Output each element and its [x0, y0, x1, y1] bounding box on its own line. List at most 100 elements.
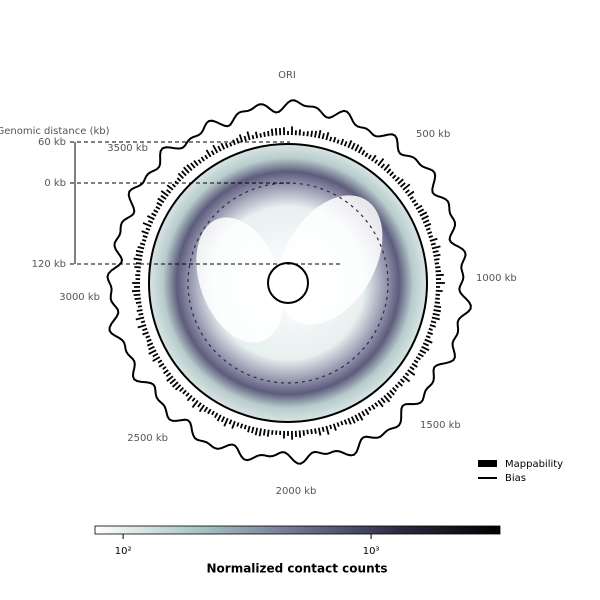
mappability-bar: [220, 416, 226, 423]
mappability-bar: [152, 352, 159, 358]
mappability-bar: [424, 338, 433, 344]
mappability-bar: [434, 305, 442, 309]
mappability-bar: [367, 154, 372, 160]
mappability-bar: [364, 408, 370, 416]
mappability-bar: [415, 356, 421, 361]
mappability-bar: [431, 245, 441, 250]
colorbar-ramp: [94, 525, 501, 535]
mappability-bar: [357, 412, 364, 421]
bias-track: [106, 99, 472, 465]
heatmap-lobe: [196, 217, 284, 343]
circle-label: 2500 kb: [127, 433, 168, 444]
mappability-bar: [239, 423, 244, 429]
mappability-bar: [427, 231, 433, 235]
mappability-bar: [174, 384, 182, 391]
mappability-bar: [223, 417, 229, 427]
mappability-bar: [404, 189, 410, 194]
mappability-bar: [399, 182, 406, 188]
mappability-bar: [191, 399, 199, 408]
mappability-bar: [422, 219, 430, 224]
mappability-bar: [235, 137, 240, 144]
mappability-bar: [198, 404, 205, 413]
mappability-bar: [133, 257, 142, 261]
mappability-bar: [424, 222, 432, 228]
mappability-bar: [207, 408, 212, 415]
mappability-bar: [343, 140, 348, 147]
mappability-bar: [134, 297, 141, 301]
mappability-bar: [251, 426, 255, 434]
mappability-bar: [433, 253, 441, 257]
mappability-bar: [404, 372, 410, 377]
mappability-bar: [259, 133, 262, 138]
mappability-bar: [156, 201, 163, 207]
mappability-bar: [135, 316, 145, 321]
mappability-bar: [332, 136, 337, 143]
mappability-bar: [135, 249, 144, 254]
mappability-bar: [142, 331, 149, 336]
mappability-bar: [357, 146, 363, 154]
mappability-bar: [151, 212, 157, 217]
mappability-bar: [263, 131, 266, 137]
mappability-bar: [347, 140, 353, 149]
mappability-bar: [428, 327, 433, 331]
mappability-bar: [427, 331, 434, 336]
mappability-bar: [137, 305, 142, 308]
mappability-bar: [138, 312, 144, 316]
mappability-bar: [430, 242, 436, 246]
mappability-bar: [374, 402, 379, 407]
mappability-bar: [182, 389, 187, 395]
mappability-bar: [178, 387, 184, 393]
mappability-bar: [343, 419, 348, 425]
mappability-bar: [210, 150, 215, 156]
mappability-bar: [181, 170, 187, 177]
mappability-bar: [137, 324, 147, 329]
mappability-bar: [434, 301, 441, 304]
mappability-bar: [137, 246, 145, 250]
mappability-bar: [141, 238, 147, 242]
mappability-bar: [354, 414, 360, 422]
mappability-bar: [158, 362, 165, 368]
circle-label: 3000 kb: [59, 292, 100, 303]
mappability-bar: [243, 424, 247, 430]
mappability-bar: [364, 152, 369, 158]
mappability-bar: [152, 356, 161, 362]
mappability-bar: [197, 159, 202, 164]
mappability-bar: [238, 134, 244, 143]
mappability-bar: [246, 131, 251, 141]
mappability-bar: [402, 183, 411, 191]
mappability-bar: [236, 422, 240, 427]
mappability-bar: [267, 130, 270, 137]
mappability-bar: [325, 425, 330, 435]
mappability-bar: [367, 406, 372, 412]
mappability-bar: [350, 142, 356, 150]
mappability-bar: [262, 429, 266, 436]
colorbar: Normalized contact counts 10² 10³: [94, 525, 501, 576]
mappability-bar: [347, 417, 352, 425]
mappability-bar: [340, 138, 345, 146]
mappability-bar: [134, 265, 141, 269]
mappability-bar: [419, 349, 427, 354]
mappability-bar: [425, 335, 431, 339]
circle-label: 500 kb: [416, 129, 450, 140]
mappability-bar: [142, 327, 148, 332]
mappability-bar: [433, 309, 441, 313]
mappability-bar: [336, 422, 340, 428]
mappability-bar: [298, 430, 302, 438]
mappability-bar: [193, 160, 199, 167]
axis-tick-label: 60 kb: [38, 137, 66, 148]
mappability-bar: [361, 149, 366, 156]
mappability-bar: [266, 429, 270, 437]
mappability-bar: [160, 194, 167, 200]
mappability-bar: [148, 349, 157, 355]
mappability-bar: [162, 369, 169, 375]
mappability-bar: [254, 427, 259, 436]
mappability-bar: [162, 366, 167, 370]
mappability-bar: [142, 235, 148, 239]
mappability-bar: [332, 423, 337, 431]
map-border: [148, 143, 428, 423]
mappability-bar: [383, 394, 391, 403]
contact-map: [148, 143, 428, 423]
mappability-bar: [310, 429, 313, 435]
mappability-bar: [389, 171, 395, 177]
mappability-bar: [157, 359, 163, 364]
